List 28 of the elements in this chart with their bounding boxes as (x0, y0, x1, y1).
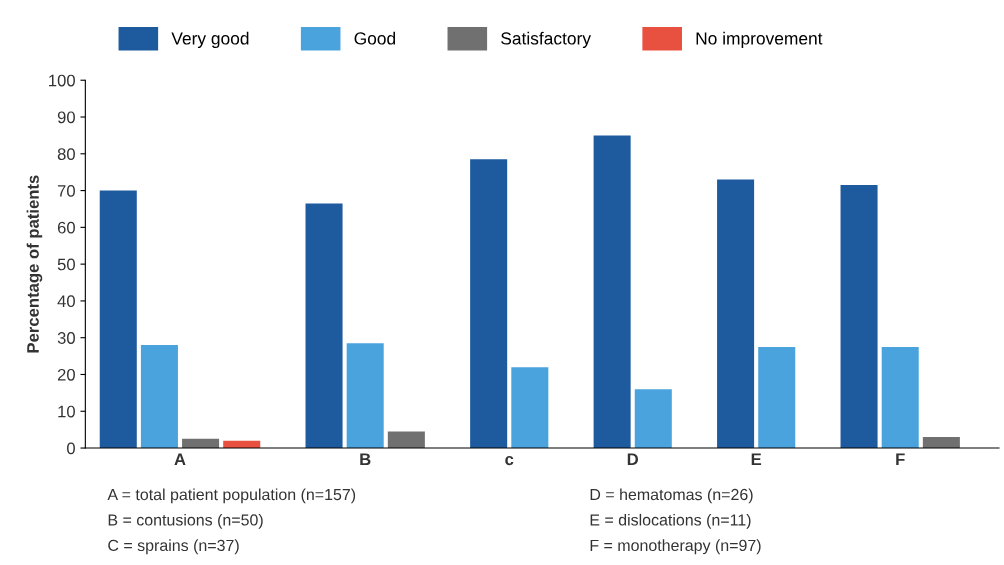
y-axis-title: Percentage of patients (26, 175, 43, 353)
legend-label: No improvement (696, 31, 823, 49)
y-tick-label: 90 (57, 111, 75, 124)
x-tick-label: E (751, 453, 762, 465)
x-tick-label: B (360, 453, 371, 465)
text: B = contusions (n=50) (108, 513, 263, 529)
legend-label: Very good (171, 31, 249, 49)
y-tick-label: 60 (57, 221, 75, 234)
y-tick-label: 100 (49, 74, 75, 87)
y-tick-label: 30 (57, 332, 75, 344)
x-tick-label: F (896, 453, 905, 465)
legend-label: Good (354, 31, 396, 45)
text: C = sprains (n=37) (108, 539, 239, 555)
x-tick-label: D (627, 453, 639, 465)
y-tick-label: 0 (67, 442, 75, 455)
y-tick-label: 70 (57, 184, 75, 197)
text: E = dislocations (n=11) (590, 513, 751, 529)
text: A = total patient population (n=157) (107, 488, 356, 504)
x-tick-label: A (174, 453, 186, 465)
y-tick-label: 10 (58, 405, 75, 418)
y-tick-label: 80 (57, 148, 75, 160)
y-tick-label: 20 (57, 368, 75, 381)
legend-label: Satisfactory (501, 31, 591, 49)
text: F = monotherapy (n=97) (590, 539, 761, 555)
x-tick-label: c (505, 456, 514, 466)
y-tick-label: 40 (57, 295, 75, 308)
text: D = hematomas (n=26) (590, 488, 753, 504)
y-tick-label: 50 (57, 258, 75, 271)
